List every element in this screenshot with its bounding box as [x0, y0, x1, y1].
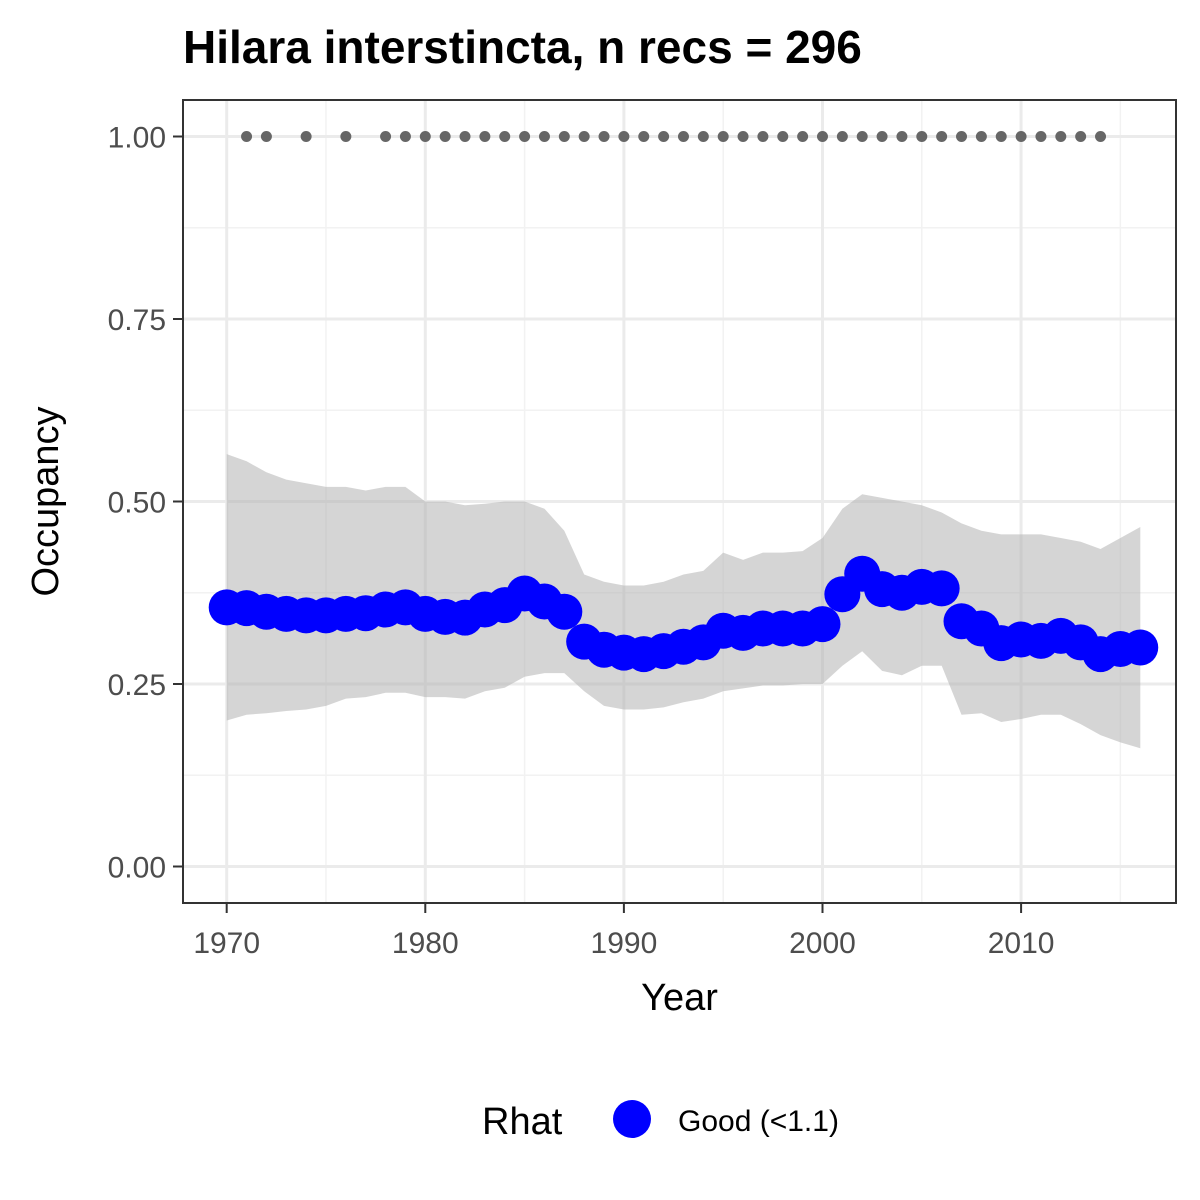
y-tick-label: 0.75 — [108, 304, 166, 337]
record-point — [241, 131, 253, 142]
record-point — [598, 131, 610, 142]
record-point — [300, 131, 312, 142]
record-point — [399, 131, 411, 142]
x-axis-title: Year — [641, 977, 718, 1019]
record-point — [975, 131, 987, 142]
record-point — [677, 131, 689, 142]
x-tick-label: 1980 — [392, 927, 459, 960]
record-point — [816, 131, 828, 142]
record-point — [737, 131, 749, 142]
record-point — [459, 131, 471, 142]
record-point — [499, 131, 511, 142]
y-tick-label: 0.00 — [108, 852, 166, 885]
legend: Rhat Good (<1.1) — [482, 1100, 839, 1143]
record-point — [797, 131, 809, 142]
record-point — [558, 131, 570, 142]
occupancy-point — [923, 570, 960, 607]
record-point — [936, 131, 948, 142]
confidence-ribbon — [226, 454, 1141, 749]
record-point — [340, 131, 352, 142]
record-point — [1015, 131, 1027, 142]
record-point — [876, 131, 888, 142]
record-point — [380, 131, 392, 142]
record-point — [638, 131, 650, 142]
chart-title: Hilara interstincta, n recs = 296 — [183, 21, 862, 73]
y-tick-label: 0.25 — [108, 669, 166, 702]
x-tick-label: 2000 — [789, 927, 856, 960]
x-tick-label: 1970 — [193, 927, 260, 960]
record-point — [519, 131, 531, 142]
record-point — [260, 131, 272, 142]
record-point — [1055, 131, 1067, 142]
record-point — [419, 131, 431, 142]
occupancy-points-layer — [208, 555, 1159, 673]
legend-key-marker — [613, 1100, 651, 1138]
record-point — [618, 131, 630, 142]
record-point — [856, 131, 868, 142]
record-point — [1035, 131, 1047, 142]
record-point — [757, 131, 769, 142]
record-point — [658, 131, 670, 142]
record-point — [479, 131, 491, 142]
y-axis-title: Occupancy — [25, 406, 67, 596]
confidence-ribbon-layer — [226, 454, 1141, 749]
y-axis: 0.00 0.25 0.50 0.75 1.00 — [108, 122, 183, 885]
record-points-layer — [241, 131, 1107, 142]
record-point — [1095, 131, 1107, 142]
record-point — [439, 131, 451, 142]
record-point — [717, 131, 729, 142]
y-tick-label: 0.50 — [108, 487, 166, 520]
record-point — [995, 131, 1007, 142]
x-tick-label: 2010 — [988, 927, 1055, 960]
legend-label: Good (<1.1) — [678, 1105, 839, 1138]
occupancy-point — [1122, 629, 1159, 666]
record-point — [836, 131, 848, 142]
occupancy-point — [546, 593, 583, 630]
record-point — [896, 131, 908, 142]
record-point — [1075, 131, 1087, 142]
legend-title: Rhat — [482, 1101, 563, 1143]
record-point — [777, 131, 789, 142]
record-point — [578, 131, 590, 142]
record-point — [956, 131, 968, 142]
occupancy-point — [804, 606, 841, 643]
record-point — [916, 131, 928, 142]
record-point — [538, 131, 550, 142]
x-axis: 1970 1980 1990 2000 2010 — [193, 903, 1054, 960]
record-point — [697, 131, 709, 142]
x-tick-label: 1990 — [591, 927, 658, 960]
y-tick-label: 1.00 — [108, 122, 166, 155]
